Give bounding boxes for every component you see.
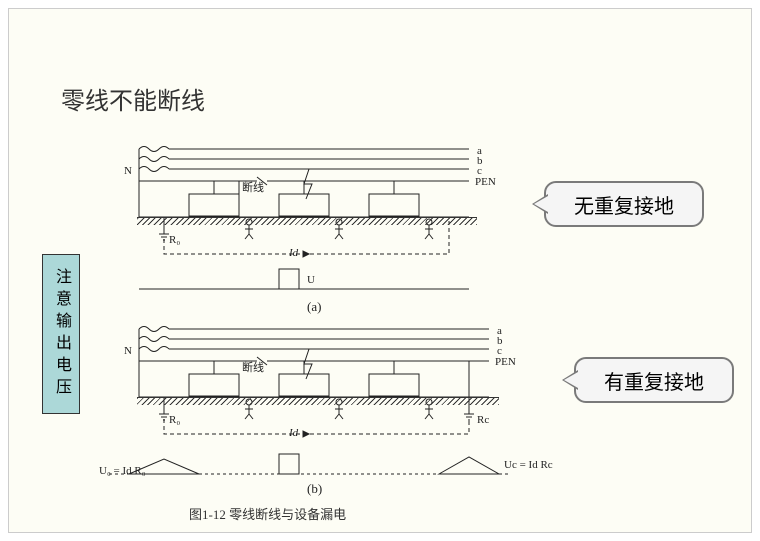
label-break-a: 断线 bbox=[242, 179, 264, 195]
label-rc: Rc bbox=[477, 414, 489, 426]
load-box bbox=[279, 169, 329, 216]
label-u-a: U bbox=[307, 274, 315, 286]
load-box bbox=[369, 181, 419, 216]
label-r0-a: R₀ bbox=[169, 234, 180, 246]
ground-line-b bbox=[137, 397, 499, 405]
panel-a bbox=[139, 147, 469, 258]
label-pen2: PEN bbox=[495, 356, 516, 368]
eq-left: U₀ = Id R₀ bbox=[99, 465, 146, 477]
callout-no-repeat-ground: 无重复接地 bbox=[544, 181, 704, 227]
callout-has-repeat-ground: 有重复接地 bbox=[574, 357, 734, 403]
label-id-a: Id bbox=[289, 247, 298, 259]
label-n-b: N bbox=[124, 345, 132, 357]
label-pen: PEN bbox=[475, 176, 496, 188]
figure-caption: 图1-12 零线断线与设备漏电 bbox=[189, 504, 346, 523]
circuit-diagram bbox=[109, 139, 529, 529]
page-title: 零线不能断线 bbox=[61, 81, 205, 116]
ground-line-a bbox=[137, 217, 477, 225]
panel-b bbox=[139, 327, 489, 438]
load-box bbox=[189, 181, 239, 216]
eq-right: Uc = Id Rc bbox=[504, 459, 553, 471]
note-sidebar: 注意输出电压 bbox=[42, 254, 80, 414]
panel-label-b: (b) bbox=[307, 481, 322, 497]
panel-label-a: (a) bbox=[307, 299, 321, 315]
slide-frame: 零线不能断线 注意输出电压 bbox=[8, 8, 752, 533]
label-id-b: Id bbox=[289, 427, 298, 439]
label-r0-b: R₀ bbox=[169, 414, 180, 426]
label-n-a: N bbox=[124, 165, 132, 177]
label-break-b: 断线 bbox=[242, 359, 264, 375]
